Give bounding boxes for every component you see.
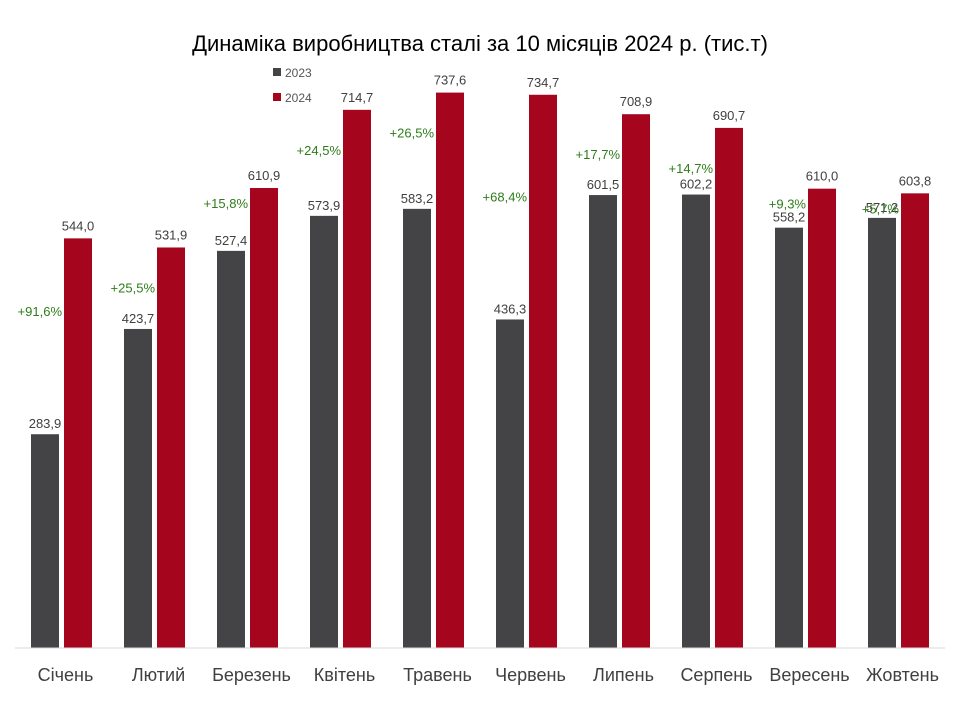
value-label-2023: 558,2: [773, 210, 806, 225]
bar-2023: [589, 195, 617, 648]
category-label: Жовтень: [866, 665, 939, 685]
bar-2023: [868, 217, 896, 648]
category-label: Березень: [212, 665, 291, 685]
value-label-2023: 423,7: [122, 311, 155, 326]
bar-2024: [715, 127, 743, 649]
bar-2024: [436, 92, 464, 648]
bar-2024: [157, 247, 185, 648]
value-label-2023: 527,4: [215, 233, 248, 248]
value-label-2023: 571,2: [866, 200, 899, 215]
bar-2023: [310, 215, 338, 648]
bar-2024: [343, 109, 371, 648]
legend-swatch-2023: [273, 68, 281, 76]
legend-swatch-2024: [273, 93, 281, 101]
value-label-2024: 690,7: [713, 108, 746, 123]
bar-2023: [775, 227, 803, 648]
growth-annotation: +91,6%: [18, 304, 63, 319]
value-label-2023: 583,2: [401, 191, 434, 206]
bars-group: [31, 92, 929, 649]
bar-2023: [682, 194, 710, 648]
value-label-2024: 603,8: [899, 173, 932, 188]
bar-2024: [808, 188, 836, 649]
growth-annotation: +26,5%: [390, 126, 435, 141]
legend: 2023 2024: [273, 66, 312, 105]
bar-2024: [250, 187, 278, 648]
bar-2023: [31, 434, 59, 648]
bar-2023: [403, 208, 431, 648]
value-label-2023: 602,2: [680, 177, 713, 192]
value-label-2024: 714,7: [341, 90, 374, 105]
bar-2023: [496, 319, 524, 648]
category-label: Лютий: [132, 665, 185, 685]
growth-annotation: +15,8%: [204, 196, 249, 211]
bar-2024: [901, 193, 929, 648]
growth-annotation: +14,7%: [669, 161, 714, 176]
value-label-2024: 531,9: [155, 227, 188, 242]
growth-annotation: +9,3%: [769, 197, 807, 212]
category-label: Серпень: [680, 665, 752, 685]
value-label-2024: 734,7: [527, 75, 560, 90]
value-label-2023: 601,5: [587, 177, 620, 192]
chart-title: Динаміка виробництва сталі за 10 місяців…: [192, 31, 768, 56]
value-label-2023: 283,9: [29, 416, 62, 431]
value-label-2023: 573,9: [308, 198, 341, 213]
value-label-2024: 610,0: [806, 169, 839, 184]
value-label-2024: 610,9: [248, 168, 281, 183]
growth-annotation: +25,5%: [111, 280, 156, 295]
bar-2024: [529, 94, 557, 649]
value-label-2023: 436,3: [494, 301, 527, 316]
category-label: Червень: [495, 665, 566, 685]
bar-2023: [217, 250, 245, 648]
growth-annotation: +5,7%: [862, 201, 900, 216]
labels-group: 283,9 544,0 +91,6% Січень 423,7 531,9 +25,5% Лю…: [18, 73, 939, 685]
legend-label-2024: 2024: [285, 91, 312, 105]
bar-2024: [622, 114, 650, 648]
category-label: Липень: [593, 665, 654, 685]
growth-annotation: +24,5%: [297, 143, 342, 158]
category-label: Вересень: [769, 665, 849, 685]
bar-2024: [64, 238, 92, 649]
category-label: Січень: [38, 665, 94, 685]
value-label-2024: 708,9: [620, 94, 653, 109]
growth-annotation: +17,7%: [576, 147, 621, 162]
category-label: Травень: [403, 665, 472, 685]
value-label-2024: 737,6: [434, 73, 467, 88]
legend-label-2023: 2023: [285, 66, 312, 80]
value-label-2024: 544,0: [62, 218, 95, 233]
growth-annotation: +68,4%: [483, 189, 528, 204]
bar-2023: [124, 328, 152, 648]
category-label: Квітень: [314, 665, 375, 685]
